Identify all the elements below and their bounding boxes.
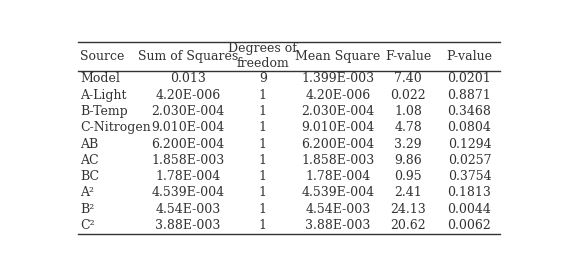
- Text: 1.78E-004: 1.78E-004: [305, 170, 370, 183]
- Text: 0.0062: 0.0062: [448, 219, 492, 232]
- Text: A²: A²: [80, 187, 94, 200]
- Text: 0.3468: 0.3468: [448, 105, 492, 118]
- Text: 1: 1: [259, 219, 267, 232]
- Text: Mean Square: Mean Square: [295, 50, 380, 63]
- Text: 1.858E-003: 1.858E-003: [301, 154, 374, 167]
- Text: 1.08: 1.08: [394, 105, 422, 118]
- Text: C²: C²: [80, 219, 95, 232]
- Text: 1.399E-003: 1.399E-003: [301, 72, 374, 85]
- Text: 1: 1: [259, 154, 267, 167]
- Text: 0.95: 0.95: [394, 170, 422, 183]
- Text: 1: 1: [259, 170, 267, 183]
- Text: 0.1813: 0.1813: [448, 187, 492, 200]
- Text: 0.1294: 0.1294: [448, 138, 491, 151]
- Text: Sum of Squares: Sum of Squares: [138, 50, 238, 63]
- Text: Model: Model: [80, 72, 120, 85]
- Text: 4.20E-006: 4.20E-006: [155, 89, 220, 101]
- Text: 4.539E-004: 4.539E-004: [301, 187, 374, 200]
- Text: 7.40: 7.40: [394, 72, 422, 85]
- Text: 2.030E-004: 2.030E-004: [151, 105, 224, 118]
- Text: Source: Source: [80, 50, 124, 63]
- Text: 9: 9: [259, 72, 267, 85]
- Text: 0.8871: 0.8871: [448, 89, 492, 101]
- Text: 4.54E-003: 4.54E-003: [155, 203, 220, 216]
- Text: B-Temp: B-Temp: [80, 105, 128, 118]
- Text: 0.013: 0.013: [170, 72, 206, 85]
- Text: 3.29: 3.29: [394, 138, 422, 151]
- Text: AC: AC: [80, 154, 98, 167]
- Text: Degrees of
freedom: Degrees of freedom: [229, 42, 297, 70]
- Text: 4.20E-006: 4.20E-006: [305, 89, 370, 101]
- Text: 6.200E-004: 6.200E-004: [301, 138, 374, 151]
- Text: 24.13: 24.13: [390, 203, 426, 216]
- Text: 4.54E-003: 4.54E-003: [305, 203, 370, 216]
- Text: A-Light: A-Light: [80, 89, 127, 101]
- Text: 9.86: 9.86: [394, 154, 422, 167]
- Text: 0.0201: 0.0201: [448, 72, 492, 85]
- Text: F-value: F-value: [385, 50, 431, 63]
- Text: 1: 1: [259, 121, 267, 134]
- Text: 1: 1: [259, 187, 267, 200]
- Text: C-Nitrogen: C-Nitrogen: [80, 121, 151, 134]
- Text: 0.3754: 0.3754: [448, 170, 491, 183]
- Text: 1: 1: [259, 138, 267, 151]
- Text: 1: 1: [259, 89, 267, 101]
- Text: 4.78: 4.78: [394, 121, 422, 134]
- Text: 20.62: 20.62: [390, 219, 426, 232]
- Text: 6.200E-004: 6.200E-004: [151, 138, 224, 151]
- Text: 0.0804: 0.0804: [448, 121, 492, 134]
- Text: 9.010E-004: 9.010E-004: [151, 121, 224, 134]
- Text: AB: AB: [80, 138, 98, 151]
- Text: 0.022: 0.022: [390, 89, 426, 101]
- Text: B²: B²: [80, 203, 94, 216]
- Text: BC: BC: [80, 170, 99, 183]
- Text: 9.010E-004: 9.010E-004: [301, 121, 374, 134]
- Text: 1: 1: [259, 203, 267, 216]
- Text: 1.858E-003: 1.858E-003: [151, 154, 224, 167]
- Text: 0.0257: 0.0257: [448, 154, 491, 167]
- Text: 2.41: 2.41: [394, 187, 422, 200]
- Text: P-value: P-value: [447, 50, 492, 63]
- Text: 4.539E-004: 4.539E-004: [151, 187, 224, 200]
- Text: 1.78E-004: 1.78E-004: [155, 170, 220, 183]
- Text: 2.030E-004: 2.030E-004: [301, 105, 374, 118]
- Text: 3.88E-003: 3.88E-003: [155, 219, 220, 232]
- Text: 0.0044: 0.0044: [448, 203, 492, 216]
- Text: 3.88E-003: 3.88E-003: [305, 219, 370, 232]
- Text: 1: 1: [259, 105, 267, 118]
